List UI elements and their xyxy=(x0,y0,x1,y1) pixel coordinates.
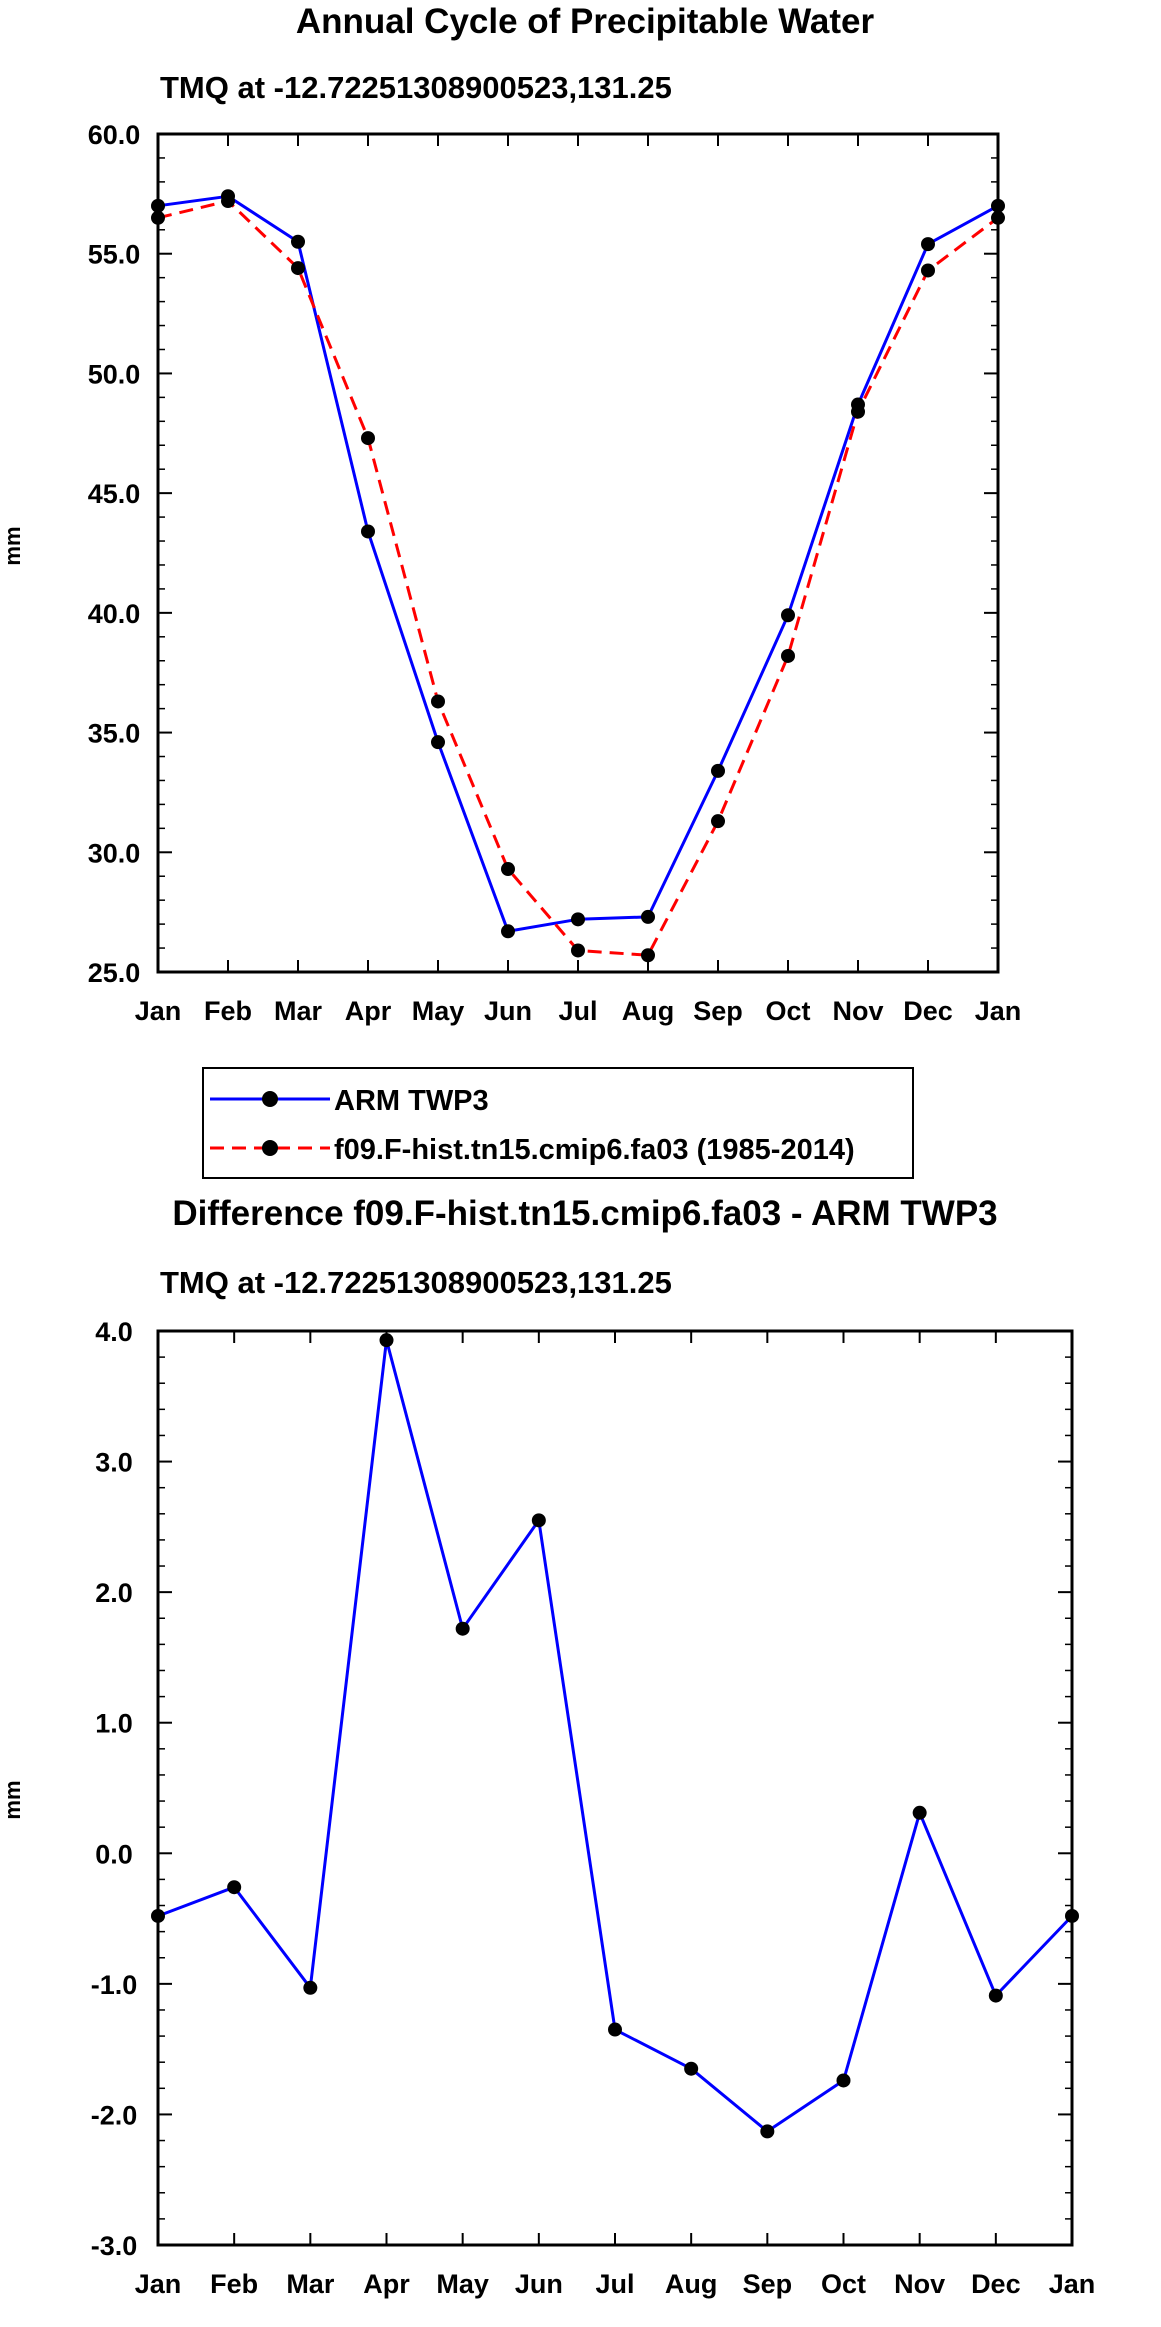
chart1-tick-labels: Jan Feb Mar Apr May Jun Jul Aug Sep Oct Nov Dec Jan 2… xyxy=(88,120,1022,1026)
chart2-series-0-point xyxy=(988,1988,1003,2003)
annual-cycle-chart: Annual Cycle of Precipitable Water TMQ a… xyxy=(0,2,1021,1026)
chart1-series-0-point xyxy=(711,763,725,778)
chart2-xtick-label: May xyxy=(436,2269,489,2299)
chart1-ytick-label: 50.0 xyxy=(88,359,141,389)
chart2-tick-labels: Jan Feb Mar Apr May Jun Jul Aug Sep Oct Nov Dec Jan -… xyxy=(91,1317,1096,2299)
chart1-series-0-point xyxy=(921,237,935,252)
chart1-xtick-label: Oct xyxy=(765,996,810,1026)
chart2-xtick-label: Apr xyxy=(363,2269,410,2299)
chart2-ytick-label: -2.0 xyxy=(91,2100,138,2130)
chart2-series-0-point xyxy=(303,1980,318,1995)
chart1-ytick-label: 40.0 xyxy=(88,599,141,629)
chart1-series-1-point xyxy=(921,263,935,278)
chart2-series-0-point xyxy=(531,1513,546,1528)
chart1-series-0-line xyxy=(157,194,999,933)
chart1-series-1-point xyxy=(221,194,235,209)
chart1-xtick-label: May xyxy=(412,996,465,1026)
chart2-xtick-label: Nov xyxy=(894,2269,945,2299)
chart1-subtitle: TMQ at -12.72251308900523,131.25 xyxy=(160,70,672,105)
chart2-ytick-label: -3.0 xyxy=(91,2231,138,2261)
chart1-series-0-point xyxy=(361,524,375,539)
chart1-ticks xyxy=(157,133,999,973)
chart2-xtick-label: Jan xyxy=(135,2269,182,2299)
chart1-series-1-point xyxy=(851,404,865,419)
chart2-ytick-label: 0.0 xyxy=(95,1839,133,1869)
chart2-series-0-point xyxy=(455,1621,470,1636)
chart1-xtick-label: Apr xyxy=(345,996,392,1026)
legend-frame xyxy=(202,1067,914,1179)
chart1-series-1-point xyxy=(781,648,795,663)
chart2-series-0-point xyxy=(227,1880,242,1895)
chart1-series-0-point xyxy=(431,735,445,750)
chart1-series-0-point xyxy=(571,912,585,927)
chart1-ytick-label: 55.0 xyxy=(88,240,141,270)
chart2-xtick-label: Jul xyxy=(595,2269,634,2299)
legend-marker-obs xyxy=(262,1091,278,1107)
chart1-xtick-label: Nov xyxy=(832,996,883,1026)
chart2-plot-frame xyxy=(156,1329,1074,2247)
chart2-xtick-label: Sep xyxy=(743,2269,793,2299)
chart2-xtick-label: Jun xyxy=(515,2269,563,2299)
legend-label-obs: ARM TWP3 xyxy=(334,1085,489,1117)
chart2-ytick-label: 4.0 xyxy=(95,1317,133,1347)
chart2-subtitle: TMQ at -12.72251308900523,131.25 xyxy=(160,1265,672,1300)
chart1-series-0-point xyxy=(781,608,795,623)
chart1-series-0-point xyxy=(291,234,305,249)
chart1-xtick-label: Jan xyxy=(135,996,182,1026)
legend: ARM TWP3 f09.F-hist.tn15.cmip6.fa03 (198… xyxy=(202,1067,914,1179)
chart1-series-1-line xyxy=(157,199,999,957)
chart2-ticks xyxy=(157,1330,1073,2246)
chart1-ytick-label: 30.0 xyxy=(88,838,141,868)
chart2-series-0-point xyxy=(608,2022,622,2037)
chart1-xtick-label: Mar xyxy=(274,996,323,1026)
chart1-xtick-label: Jul xyxy=(558,996,597,1026)
chart1-xtick-label: Dec xyxy=(903,996,953,1026)
legend-marker-model xyxy=(262,1140,278,1156)
chart2-series-0-line xyxy=(157,1338,1074,2133)
chart2-series-0-point xyxy=(379,1333,394,1348)
chart1-ytick-label: 45.0 xyxy=(88,479,141,509)
chart2-series-0-point xyxy=(760,2124,775,2139)
chart1-series-1-point xyxy=(711,814,725,829)
chart2-xtick-label: Mar xyxy=(286,2269,335,2299)
chart1-xtick-label: Sep xyxy=(693,996,743,1026)
chart1-series-1-point xyxy=(431,694,445,709)
chart1-plot-frame xyxy=(156,132,1000,974)
chart1-ytick-label: 25.0 xyxy=(88,958,141,988)
chart2-ytick-label: 2.0 xyxy=(95,1578,133,1608)
chart1-series xyxy=(151,189,1005,963)
chart1-series-1-point xyxy=(571,943,585,958)
chart2-series-0-point xyxy=(684,2061,699,2076)
chart1-xtick-label: Jun xyxy=(484,996,532,1026)
chart2-series-0-point xyxy=(836,2073,851,2088)
chart2-xtick-label: Jan xyxy=(1049,2269,1096,2299)
chart2-ytick-label: 3.0 xyxy=(95,1448,133,1478)
chart1-series-0-point xyxy=(641,909,655,924)
chart2-title: Difference f09.F-hist.tn15.cmip6.fa03 - … xyxy=(172,1194,997,1233)
chart2-ytick-label: 1.0 xyxy=(95,1709,133,1739)
chart1-series-1-point xyxy=(361,431,375,446)
chart1-xtick-label: Aug xyxy=(622,996,674,1026)
chart2-xtick-label: Dec xyxy=(971,2269,1021,2299)
chart1-title: Annual Cycle of Precipitable Water xyxy=(296,2,875,41)
chart1-series-0-point xyxy=(501,924,515,939)
chart2-ytick-label: -1.0 xyxy=(91,1970,138,2000)
chart1-ytick-label: 35.0 xyxy=(88,719,141,749)
legend-label-model: f09.F-hist.tn15.cmip6.fa03 (1985-2014) xyxy=(334,1134,855,1166)
chart1-series-1-point xyxy=(641,948,655,963)
difference-chart: Difference f09.F-hist.tn15.cmip6.fa03 - … xyxy=(0,1194,1095,2299)
chart2-xtick-label: Oct xyxy=(821,2269,866,2299)
chart1-xtick-label: Jan xyxy=(975,996,1022,1026)
chart2-ylabel: mm xyxy=(0,1780,25,1819)
chart1-series-1-point xyxy=(291,261,305,276)
chart2-xtick-label: Feb xyxy=(210,2269,258,2299)
chart1-ylabel: mm xyxy=(0,526,25,565)
chart2-series xyxy=(151,1333,1079,2139)
chart1-ytick-label: 60.0 xyxy=(88,120,141,150)
chart2-series-0-point xyxy=(912,1805,927,1820)
chart1-xtick-label: Feb xyxy=(204,996,252,1026)
chart1-series-1-point xyxy=(501,862,515,877)
chart2-xtick-label: Aug xyxy=(665,2269,717,2299)
